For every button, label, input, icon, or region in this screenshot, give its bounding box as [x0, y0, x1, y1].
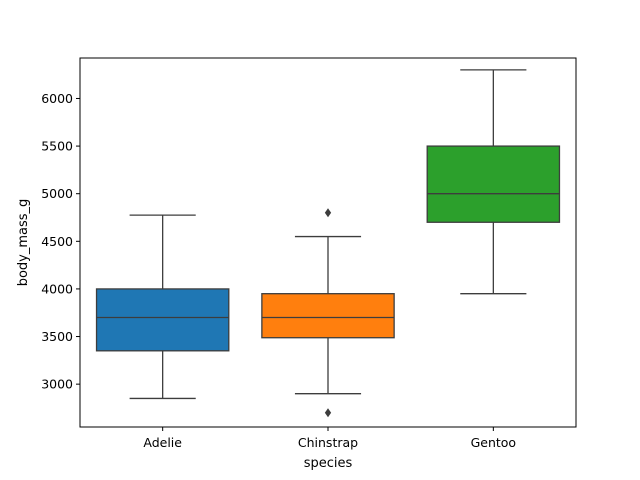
x-axis: Adelie Chinstrap Gentoo: [143, 427, 516, 450]
box-iqr: [95, 288, 230, 352]
plot-marks: [95, 69, 561, 418]
y-tick-label: 3000: [41, 377, 73, 392]
x-tick-label-adelie: Adelie: [143, 435, 182, 450]
outlier-point: [324, 208, 332, 218]
box-group-gentoo: [426, 69, 561, 295]
y-tick-label: 4500: [41, 234, 73, 249]
y-tick-label: 5500: [41, 139, 73, 154]
outlier-point: [324, 408, 332, 418]
box-group-adelie: [95, 214, 230, 400]
y-axis-label: body_mass_g: [16, 199, 31, 287]
x-tick-label-chinstrap: Chinstrap: [298, 435, 358, 450]
y-tick-label: 6000: [41, 91, 73, 106]
x-tick-label-gentoo: Gentoo: [471, 435, 517, 450]
box-iqr: [426, 145, 561, 223]
x-axis-label: species: [304, 456, 353, 471]
y-tick-label: 3500: [41, 329, 73, 344]
y-axis: 3000 3500 4000 4500 5000 5500 6000: [41, 91, 80, 392]
box-iqr: [261, 293, 395, 339]
y-tick-label: 4000: [41, 281, 73, 296]
y-tick-label: 5000: [41, 186, 73, 201]
box-group-chinstrap: [261, 208, 395, 418]
